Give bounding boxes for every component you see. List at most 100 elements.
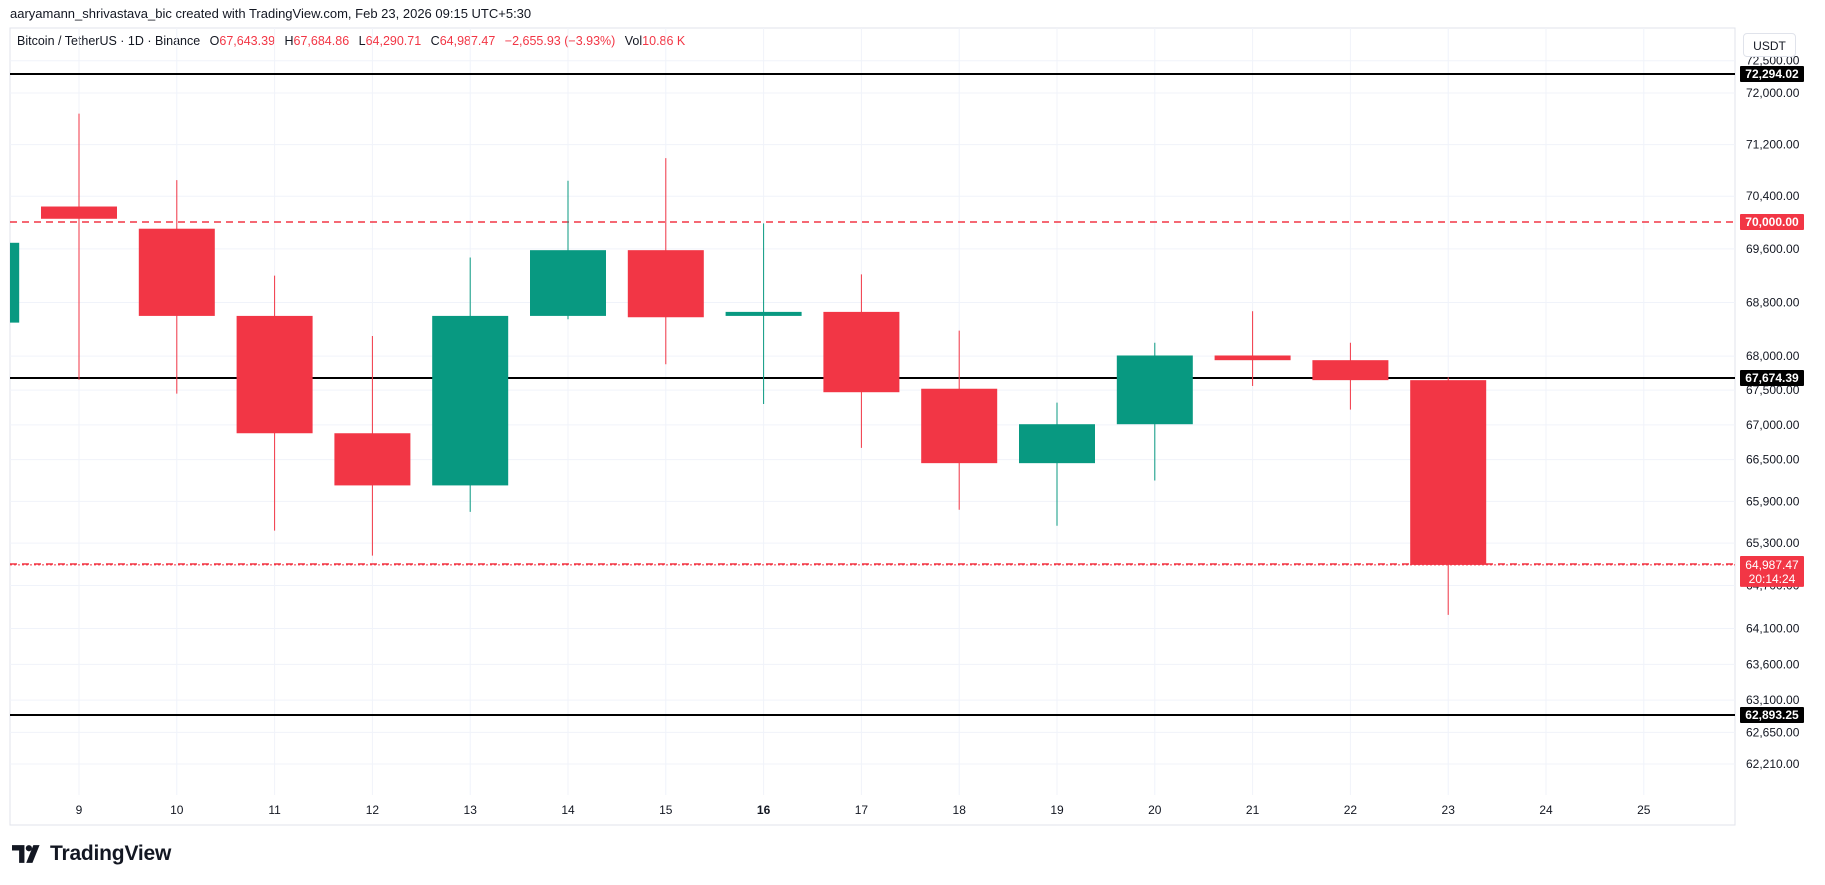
change-value: −2,655.93 (−3.93%)	[504, 34, 616, 48]
candle-body	[138, 228, 215, 316]
candle-12	[334, 336, 411, 556]
candle-18	[921, 330, 998, 510]
candle-body	[1410, 380, 1487, 565]
candle-9	[41, 113, 117, 380]
high-label: H	[284, 34, 294, 48]
brand-name: TradingView	[50, 842, 172, 865]
candle-body	[1312, 360, 1389, 381]
candle-8	[10, 242, 20, 323]
price-line-tag	[1740, 707, 1804, 723]
candle-22	[1312, 342, 1389, 410]
x-tick-label: 13	[464, 803, 478, 817]
x-tick-label: 17	[855, 803, 869, 817]
candle-body	[725, 311, 802, 316]
tradingview-logo-icon	[12, 845, 40, 863]
x-tick-label: 20	[1148, 803, 1162, 817]
symbol-title: Bitcoin / TetherUS · 1D · Binance	[17, 34, 201, 48]
y-tick-label: 68,000.00	[1746, 349, 1800, 363]
candlestick-chart[interactable]: 72,500.00 72,000.00 71,200.00 70,400.00 69,6…	[0, 0, 1825, 835]
currency-button[interactable]: USDT	[1743, 33, 1796, 57]
y-tick-label: 65,900.00	[1746, 494, 1800, 508]
high-value: 67,684.86	[293, 34, 350, 48]
candles	[10, 113, 1487, 615]
candle-body	[627, 250, 704, 318]
close-label: C	[430, 34, 440, 48]
candle-body	[1019, 424, 1095, 464]
x-tick-label: 18	[953, 803, 967, 817]
x-tick-label: 15	[659, 803, 673, 817]
candle-11	[236, 275, 313, 531]
y-tick-label: 62,210.00	[1746, 757, 1800, 771]
x-tick-label: 11	[268, 803, 281, 817]
volume-value: 10.86 K	[642, 34, 686, 48]
candle-body	[530, 250, 606, 316]
y-tick-label: 68,800.00	[1746, 295, 1800, 309]
candle-10	[138, 180, 215, 394]
x-tick-label: 22	[1344, 803, 1358, 817]
symbol-legend: Bitcoin / TetherUS · 1D · Binance O67,64…	[17, 34, 685, 48]
y-tick-label: 71,200.00	[1746, 138, 1800, 152]
y-tick-label: 62,650.00	[1746, 725, 1800, 739]
candle-13	[432, 257, 509, 512]
x-tick-label: 25	[1637, 803, 1651, 817]
price-line-tag	[1740, 370, 1804, 386]
candle-19	[1019, 402, 1095, 526]
x-tick-label: 12	[366, 803, 380, 817]
candle-body	[334, 433, 411, 486]
x-tick-label: 23	[1442, 803, 1456, 817]
candle-body	[1116, 355, 1193, 425]
candle-body	[10, 242, 20, 323]
x-tick-label: 19	[1050, 803, 1064, 817]
x-tick-label: 10	[170, 803, 184, 817]
x-tick-label: 16	[757, 803, 771, 817]
candle-body	[236, 315, 313, 434]
volume-label: Vol	[624, 34, 643, 48]
x-tick-label: 21	[1246, 803, 1260, 817]
low-label: L	[358, 34, 366, 48]
y-tick-label: 67,500.00	[1746, 383, 1800, 397]
y-tick-label: 66,500.00	[1746, 453, 1800, 467]
last-price-tag	[1740, 556, 1804, 587]
y-tick-label: 65,300.00	[1746, 536, 1800, 550]
x-tick-label: 14	[561, 803, 575, 817]
candle-21	[1214, 311, 1291, 386]
candle-body	[41, 206, 117, 219]
candle-23	[1410, 377, 1487, 615]
y-tick-label: 72,500.00	[1746, 54, 1800, 68]
candle-body	[921, 388, 998, 464]
open-value: 67,643.39	[219, 34, 276, 48]
candle-body	[1214, 355, 1291, 361]
y-tick-label: 64,100.00	[1746, 622, 1800, 636]
candle-17	[823, 274, 900, 448]
countdown-label: 20:14:24	[1749, 572, 1796, 586]
x-tick-label: 9	[76, 803, 83, 817]
time-axis[interactable]: 9 10 11 12 13 14 15 16 17 18 19 20 21 22 23 24 25	[76, 803, 1651, 817]
low-value: 64,290.71	[365, 34, 422, 48]
price-line-label: 67,674.39	[1745, 371, 1799, 385]
price-line-label: 70,000.00	[1745, 215, 1799, 229]
y-tick-label: 67,000.00	[1746, 418, 1800, 432]
y-tick-label: 63,600.00	[1746, 657, 1800, 671]
tradingview-logo[interactable]: TradingView	[12, 840, 171, 868]
y-tick-label: 72,000.00	[1746, 86, 1800, 100]
candle-14	[530, 180, 606, 320]
open-label: O	[209, 34, 220, 48]
price-line-label: 62,893.25	[1745, 708, 1799, 722]
candle-20	[1116, 342, 1193, 481]
close-value: 64,987.47	[439, 34, 496, 48]
price-axis[interactable]: 72,500.00 72,000.00 71,200.00 70,400.00 69,6…	[1740, 54, 1804, 771]
chart-credit: aaryamann_shrivastava_bic created with T…	[10, 6, 532, 21]
x-tick-label: 24	[1539, 803, 1553, 817]
last-price-label: 64,987.47	[1745, 558, 1799, 572]
candle-body	[432, 315, 509, 486]
y-tick-label: 63,100.00	[1746, 693, 1800, 707]
candle-16	[725, 223, 802, 405]
price-line-tag	[1740, 214, 1804, 230]
candle-15	[627, 158, 704, 365]
plot-frame	[9, 27, 1736, 826]
candle-body	[823, 311, 900, 393]
price-line-label: 72,294.02	[1745, 67, 1799, 81]
price-line-tag	[1740, 66, 1804, 82]
grid	[9, 27, 1736, 826]
y-tick-label: 69,600.00	[1746, 242, 1800, 256]
